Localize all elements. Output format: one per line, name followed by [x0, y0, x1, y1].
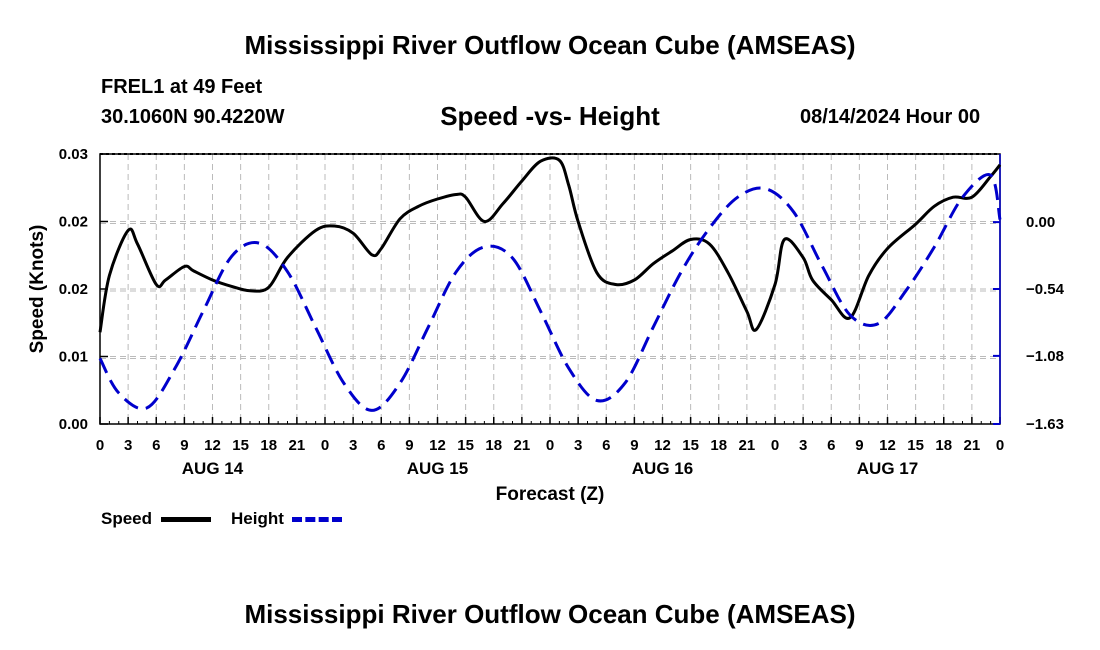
y-right-tick-label: 0.00	[1026, 214, 1055, 231]
y-right-tick-label: −1.63	[1026, 416, 1064, 433]
page-title: Mississippi River Outflow Ocean Cube (AM…	[244, 30, 856, 60]
x-tick-label: 9	[630, 437, 638, 454]
x-day-label: AUG 15	[407, 459, 468, 478]
x-tick-label: 15	[682, 437, 699, 454]
x-tick-label: 0	[96, 437, 104, 454]
x-tick-label: 6	[377, 437, 385, 454]
x-day-label: AUG 14	[182, 459, 244, 478]
y-left-axis-title: Speed (Knots)	[27, 225, 48, 354]
x-tick-label: 12	[204, 437, 221, 454]
legend-speed-swatch	[161, 517, 211, 522]
x-tick-label: 6	[827, 437, 835, 454]
x-tick-label: 9	[180, 437, 188, 454]
x-tick-label: 18	[260, 437, 277, 454]
x-tick-label: 15	[457, 437, 474, 454]
y-left-tick-label: 0.01	[59, 349, 88, 366]
x-axis-title: Forecast (Z)	[496, 484, 605, 505]
x-tick-label: 21	[289, 437, 306, 454]
x-tick-label: 0	[996, 437, 1004, 454]
y-right-tick-label: −0.54	[1026, 281, 1065, 298]
chart-subtitle: Speed -vs- Height	[440, 101, 660, 131]
x-tick-label: 18	[485, 437, 502, 454]
legend-height-label: Height	[231, 509, 284, 528]
x-tick-label: 21	[514, 437, 531, 454]
x-tick-label: 15	[232, 437, 249, 454]
x-tick-label: 6	[602, 437, 610, 454]
x-tick-label: 6	[152, 437, 160, 454]
x-tick-label: 15	[907, 437, 924, 454]
x-tick-label: 0	[771, 437, 779, 454]
legend-height-swatch	[292, 517, 342, 522]
x-tick-label: 12	[879, 437, 896, 454]
station-coordinates: 30.1060N 90.4220W	[101, 106, 285, 128]
speed-height-chart: 0 3 6 9 12 15 18 21 0 3 6 9 12 15 18 21 0 3 6 9 12 15 18 21 0 3 6 9…	[27, 146, 1065, 505]
x-tick-label: 9	[855, 437, 863, 454]
y-left-tick-label: 0.00	[59, 416, 88, 433]
x-tick-label: 18	[710, 437, 727, 454]
x-tick-label: 9	[405, 437, 413, 454]
x-tick-label: 3	[799, 437, 807, 454]
x-tick-label: 3	[574, 437, 582, 454]
y-left-tick-label: 0.02	[59, 214, 88, 231]
y-left-tick-label: 0.03	[59, 146, 88, 163]
height-series-line	[98, 173, 1002, 412]
x-day-label: AUG 17	[857, 459, 918, 478]
legend-speed-label: Speed	[101, 509, 153, 528]
y-left-tick-label: 0.02	[59, 281, 88, 298]
x-tick-label: 21	[739, 437, 756, 454]
footer-title: Mississippi River Outflow Ocean Cube (AM…	[244, 599, 856, 629]
x-tick-label: 12	[429, 437, 446, 454]
x-tick-label: 0	[321, 437, 329, 454]
forecast-datetime: 08/14/2024 Hour 00	[800, 106, 981, 128]
x-tick-label: 3	[124, 437, 132, 454]
x-day-label: AUG 16	[632, 459, 693, 478]
x-tick-label: 21	[964, 437, 981, 454]
speed-series-line	[98, 156, 1002, 333]
y-right-tick-label: −1.08	[1026, 348, 1064, 365]
x-tick-label: 3	[349, 437, 357, 454]
x-tick-label: 0	[546, 437, 554, 454]
station-label: FREL1 at 49 Feet	[101, 76, 263, 98]
x-tick-label: 12	[654, 437, 671, 454]
x-tick-label: 18	[935, 437, 952, 454]
